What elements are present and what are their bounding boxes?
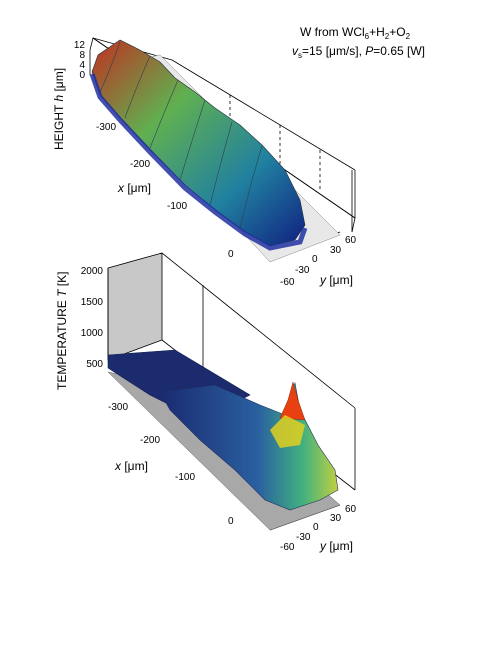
x-tick: 0 <box>228 516 234 527</box>
x-axis-label-top: x [μm] <box>117 181 151 195</box>
y-tick: 30 <box>330 513 342 524</box>
temperature-surface-plot: 2000 1500 1000 500 TEMPERATURE T [K] -30… <box>55 252 357 553</box>
z-tick: 500 <box>86 359 103 370</box>
y-axis-label-top: y [μm] <box>319 273 353 287</box>
y-tick: -60 <box>280 542 295 553</box>
y-tick: -30 <box>296 532 311 543</box>
height-surface-edge <box>89 73 308 251</box>
y-tick: -60 <box>280 277 295 288</box>
y-tick: 60 <box>345 504 357 515</box>
x-ticks-bottom: -300 -200 -100 0 <box>108 402 234 527</box>
x-tick: -300 <box>96 122 116 133</box>
y-tick: 60 <box>345 235 357 246</box>
z-tick: 2000 <box>81 266 104 277</box>
z-tick: 1000 <box>81 328 104 339</box>
y-ticks-bottom: -60 -30 0 30 60 <box>280 504 357 553</box>
x-tick: -200 <box>130 159 150 170</box>
height-bumps <box>99 41 263 229</box>
y-tick: 0 <box>313 522 319 533</box>
temperature-peak <box>279 381 306 421</box>
z-tick: 1500 <box>81 297 104 308</box>
z-tick: 12 <box>74 40 86 51</box>
x-axis-label-bottom: x [μm] <box>114 459 148 473</box>
temperature-peak-glow <box>270 415 305 448</box>
y-tick: 0 <box>312 254 318 265</box>
z-tick: 8 <box>79 50 85 61</box>
y-tick: 30 <box>330 245 342 256</box>
x-tick: -200 <box>140 435 160 446</box>
height-surface-plot: 12 8 4 0 HEIGHT h [μm] -300 -200 -100 0 … <box>52 25 425 288</box>
x-tick: -300 <box>108 402 128 413</box>
z-tick: 4 <box>79 60 85 71</box>
x-tick: 0 <box>228 249 234 260</box>
z-ticks-bottom: 2000 1500 1000 500 <box>81 266 104 370</box>
z-tick: 0 <box>79 70 85 81</box>
x-ticks-top: -300 -200 -100 0 <box>96 122 234 260</box>
x-tick: -100 <box>167 201 187 212</box>
height-surface <box>91 39 306 247</box>
y-ticks-top: -60 -30 0 30 60 <box>280 235 357 288</box>
z-axis-label-top: HEIGHT h [μm] <box>52 68 66 150</box>
z-axis-label-bottom: TEMPERATURE T [K] <box>55 272 69 390</box>
x-tick: -100 <box>175 472 195 483</box>
z-ticks-top: 12 8 4 0 <box>74 40 86 81</box>
temperature-back-wall <box>107 252 163 361</box>
chart-parameters: vs=15 [μm/s], P=0.65 [W] <box>292 44 425 60</box>
chart-title: W from WCl6+H2+O2 <box>300 25 411 41</box>
y-tick: -30 <box>295 265 310 276</box>
y-axis-label-bottom: y [μm] <box>319 539 353 553</box>
